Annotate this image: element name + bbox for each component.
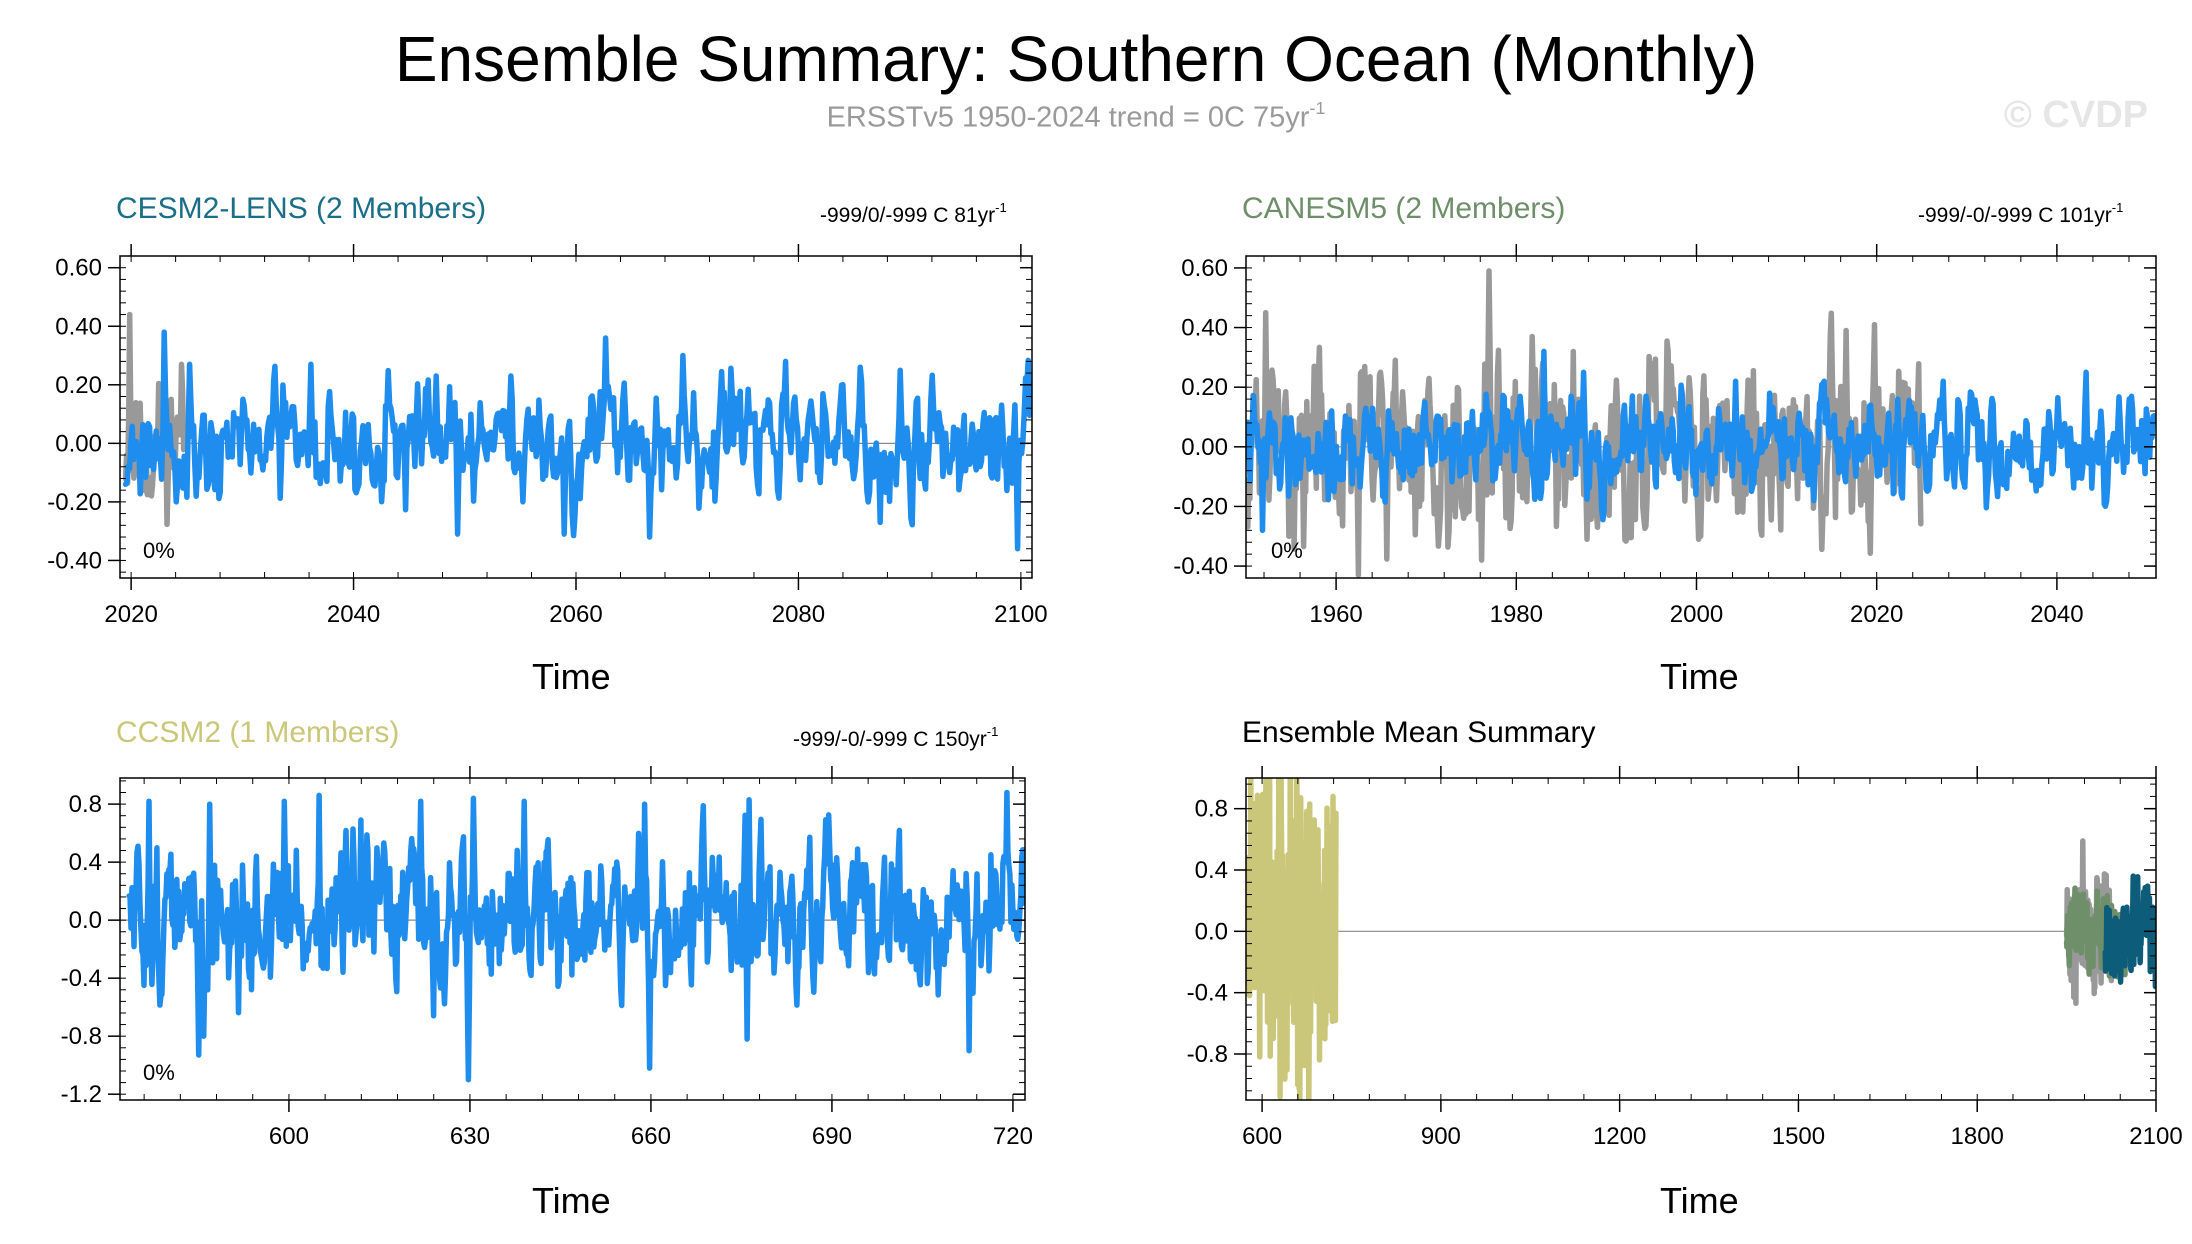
y-tick-label-canesm5-5: -0.40 (1173, 553, 1228, 580)
x-tick-label-canesm5-1: 1980 (1490, 601, 1543, 628)
y-tick-label-ensemble-mean-summary-0: 0.8 (1195, 796, 1228, 823)
x-tick-label-cesm2-4: 2100 (994, 601, 1047, 628)
y-tick-label-ccsm2-3: -0.4 (61, 965, 102, 992)
y-tick-label-ccsm2-0: 0.8 (69, 791, 102, 818)
x-tick-label-ensemble-mean-summary-3: 1500 (1772, 1123, 1825, 1150)
y-tick-label-ccsm2-4: -0.8 (61, 1023, 102, 1050)
y-tick-label-cesm2-4: -0.20 (47, 489, 102, 516)
trend-label-cesm2: -999/0/-999 C 81yr-1 (820, 200, 1007, 228)
y-tick-label-ccsm2-5: -1.2 (61, 1081, 102, 1108)
y-tick-label-cesm2-0: 0.60 (55, 255, 102, 282)
series-line-ensemble-mean-summary-3 (2102, 873, 2156, 990)
y-tick-label-canesm5-0: 0.60 (1181, 255, 1228, 282)
y-tick-label-canesm5-2: 0.20 (1181, 374, 1228, 401)
x-axis-title-canesm5: Time (1660, 656, 1739, 697)
x-tick-label-canesm5-3: 2020 (1850, 601, 1903, 628)
x-tick-label-canesm5-2: 2000 (1670, 601, 1723, 628)
x-tick-label-cesm2-2: 2060 (549, 601, 602, 628)
x-tick-label-cesm2-3: 2080 (772, 601, 825, 628)
y-tick-label-canesm5-1: 0.40 (1181, 315, 1228, 342)
y-tick-label-canesm5-3: 0.00 (1181, 434, 1228, 461)
x-tick-label-ccsm2-1: 630 (450, 1123, 490, 1150)
percent-label-cesm2: 0% (143, 538, 175, 563)
trend-exponent-ccsm2: -1 (986, 724, 999, 739)
panel-title-canesm5: CANESM5 (2 Members) (1242, 192, 1566, 225)
percent-label-canesm5: 0% (1271, 538, 1303, 563)
cvdp-watermark: © CVDP (2003, 94, 2148, 136)
x-axis-title-cesm2: Time (532, 656, 611, 697)
trend-label-canesm5: -999/-0/-999 C 101yr-1 (1918, 200, 2124, 228)
y-tick-label-canesm5-4: -0.20 (1173, 493, 1228, 520)
y-tick-label-cesm2-5: -0.40 (47, 547, 102, 574)
y-tick-label-ccsm2-2: 0.0 (69, 907, 102, 934)
x-tick-label-ccsm2-4: 720 (993, 1123, 1033, 1150)
x-tick-label-cesm2-0: 2020 (104, 601, 157, 628)
trend-exponent-canesm5: -1 (2111, 200, 2124, 215)
trend-text-cesm2: -999/0/-999 C 81yr (820, 204, 996, 227)
x-tick-label-ensemble-mean-summary-2: 1200 (1593, 1123, 1646, 1150)
y-tick-label-cesm2-1: 0.40 (55, 313, 102, 340)
x-tick-label-ccsm2-3: 690 (812, 1123, 852, 1150)
x-tick-label-canesm5-4: 2040 (2030, 601, 2083, 628)
y-tick-label-cesm2-3: 0.00 (55, 430, 102, 457)
y-tick-label-cesm2-2: 0.20 (55, 372, 102, 399)
chart-ensemble-summary: 0.8 0.4 0.0 -0.4 -0.8 600 900 1200 1500 1800 2100 (1187, 766, 2183, 1150)
panel-title-ensemble-summary: Ensemble Mean Summary (1242, 716, 1596, 749)
plot-frame-ensemble-mean-summary (1245, 777, 2157, 1101)
plot-frame-canesm5 (1245, 255, 2157, 579)
x-tick-label-ensemble-mean-summary-5: 2100 (2129, 1123, 2182, 1150)
plot-frame-ccsm2 (119, 777, 1026, 1101)
series-line-ccsm2-0 (126, 789, 1025, 1083)
y-tick-label-ccsm2-1: 0.4 (69, 849, 102, 876)
x-tick-label-canesm5-0: 1960 (1309, 601, 1362, 628)
chart-ccsm2: 0.8 0.4 0.0 -0.4 -0.8 -1.2 600 630 660 690 720 (61, 766, 1033, 1150)
series-line-canesm5-1 (1246, 348, 2156, 534)
page-subtitle: ERSSTv5 1950-2024 trend = 0C 75yr-1 (0, 98, 2152, 135)
chart-canesm5: 0.60 0.40 0.20 0.00 -0.20 -0.40 1960 1980 2000 20… (1173, 244, 2157, 628)
series-line-cesm2-1 (122, 329, 1032, 552)
x-tick-label-ccsm2-0: 600 (269, 1123, 309, 1150)
trend-label-ccsm2: -999/-0/-999 C 150yr-1 (793, 724, 999, 752)
y-tick-label-ensemble-mean-summary-4: -0.8 (1187, 1041, 1228, 1068)
y-tick-label-ensemble-mean-summary-2: 0.0 (1195, 918, 1228, 945)
subtitle-text: ERSSTv5 1950-2024 trend = 0C 75yr (826, 101, 1310, 134)
x-tick-label-ccsm2-2: 660 (631, 1123, 671, 1150)
panel-title-cesm2: CESM2-LENS (2 Members) (116, 192, 487, 225)
y-tick-label-ensemble-mean-summary-1: 0.4 (1195, 857, 1228, 884)
trend-exponent-cesm2: -1 (995, 200, 1007, 215)
page-title: Ensemble Summary: Southern Ocean (Monthl… (394, 23, 1758, 95)
y-tick-label-ensemble-mean-summary-3: -0.4 (1187, 980, 1228, 1007)
series-line-ensemble-mean-summary-0 (1246, 778, 1339, 1100)
x-tick-label-ensemble-mean-summary-1: 900 (1421, 1123, 1461, 1150)
x-tick-label-ensemble-mean-summary-4: 1800 (1951, 1123, 2004, 1150)
x-tick-label-ensemble-mean-summary-0: 600 (1242, 1123, 1282, 1150)
percent-label-ccsm2: 0% (143, 1060, 175, 1085)
trend-text-canesm5: -999/-0/-999 C 101yr (1918, 204, 2112, 227)
x-axis-title-ccsm2: Time (532, 1180, 611, 1221)
panel-title-ccsm2: CCSM2 (1 Members) (116, 716, 400, 749)
x-axis-title-ensemble-summary: Time (1660, 1180, 1739, 1221)
x-tick-label-cesm2-1: 2040 (327, 601, 380, 628)
subtitle-exponent: -1 (1309, 98, 1326, 118)
trend-text-ccsm2: -999/-0/-999 C 150yr (793, 728, 987, 751)
